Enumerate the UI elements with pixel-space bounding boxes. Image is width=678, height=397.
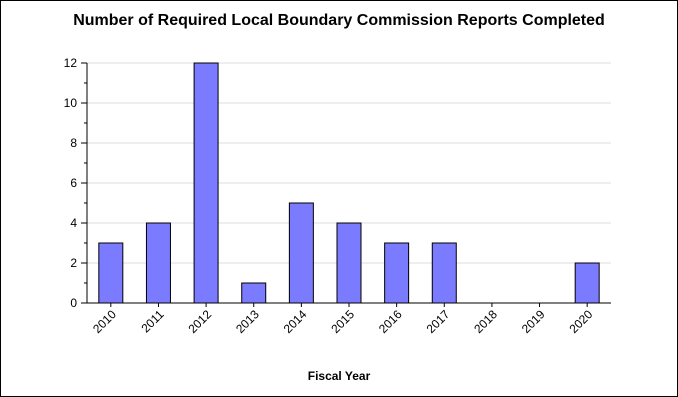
x-tick-label-2020: 2020 — [567, 307, 596, 336]
bar-2015 — [336, 222, 362, 304]
y-tick-label: 4 — [70, 216, 77, 230]
x-tick-label-2015: 2015 — [328, 307, 357, 336]
chart-title: Number of Required Local Boundary Commis… — [73, 12, 605, 29]
y-tick-label: 12 — [64, 56, 78, 70]
bar-2017 — [431, 242, 457, 304]
y-tick-label: 6 — [70, 176, 77, 190]
bar-2016 — [384, 242, 410, 304]
bar-2014 — [288, 202, 314, 304]
y-tick-label: 2 — [70, 256, 77, 270]
x-tick-label-2013: 2013 — [233, 307, 262, 336]
x-tick-label-2016: 2016 — [376, 307, 405, 336]
bar-2012 — [193, 62, 219, 304]
x-tick-label-2019: 2019 — [519, 307, 548, 336]
bar-2013 — [241, 282, 267, 304]
x-tick-label-2011: 2011 — [138, 307, 166, 335]
bar-2020 — [574, 262, 600, 304]
bar-2010 — [98, 242, 124, 304]
x-tick-label-2010: 2010 — [90, 307, 119, 336]
x-axis-label: Fiscal Year — [307, 369, 371, 383]
y-tick-label: 10 — [64, 96, 78, 110]
bar-2011 — [145, 222, 171, 304]
x-tick-label-2017: 2017 — [424, 307, 453, 336]
x-tick-label-2014: 2014 — [281, 307, 310, 336]
x-tick-label-2012: 2012 — [185, 307, 214, 336]
y-tick-label: 8 — [70, 136, 77, 150]
y-tick-label: 0 — [70, 296, 77, 310]
x-tick-label-2018: 2018 — [471, 307, 500, 336]
